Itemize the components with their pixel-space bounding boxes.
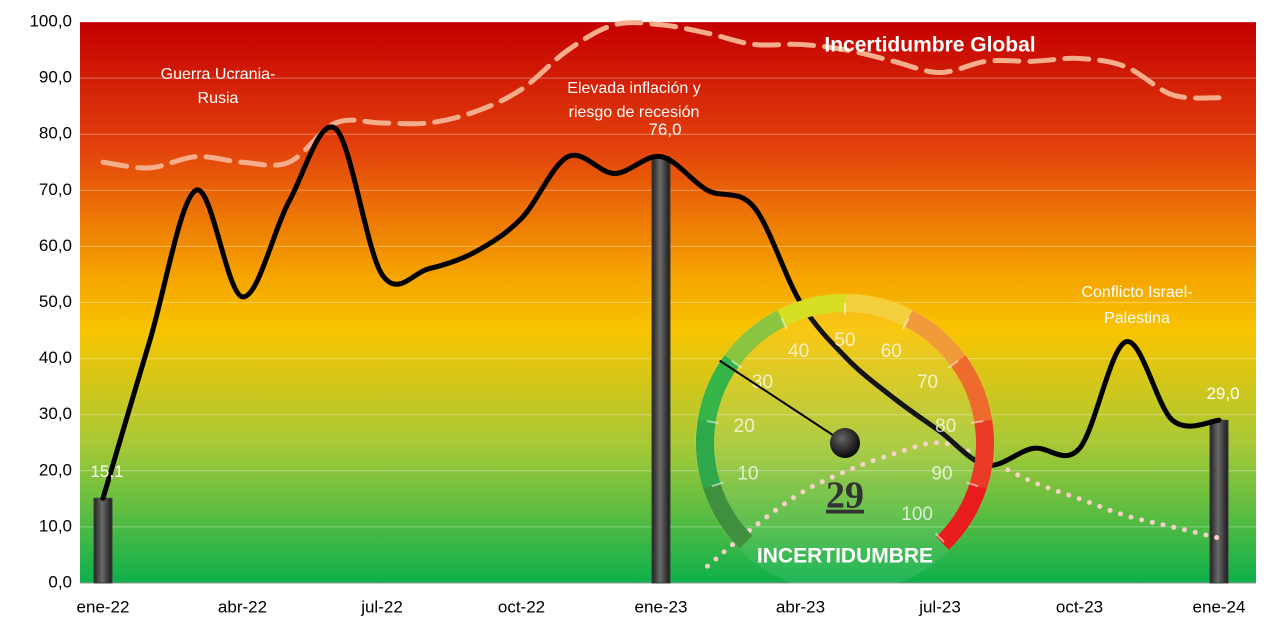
gauge-band xyxy=(978,421,985,488)
annotation: Guerra Ucrania- xyxy=(161,66,276,83)
x-tick-label: jul-23 xyxy=(918,597,961,616)
gauge-tick-label: 90 xyxy=(931,464,952,485)
gauge-tick-label: 10 xyxy=(737,464,758,485)
annotation: Elevada inflación y xyxy=(567,80,700,97)
y-tick-label: 30,0 xyxy=(39,404,72,423)
x-tick-label: ene-24 xyxy=(1193,597,1246,616)
gauge-tick-label: 20 xyxy=(734,416,755,437)
x-tick-label: abr-22 xyxy=(218,597,267,616)
gauge-knob xyxy=(830,428,860,458)
annotation: Palestina xyxy=(1104,310,1170,327)
x-tick-label: oct-23 xyxy=(1056,597,1103,616)
x-tick-label: ene-22 xyxy=(77,597,130,616)
gauge-tick-label: 70 xyxy=(917,372,938,393)
gauge-tick-label: 40 xyxy=(788,341,809,362)
annotation: Incertidumbre Global xyxy=(824,34,1035,57)
data-label: 76,0 xyxy=(648,120,681,139)
data-label: 29,0 xyxy=(1206,384,1239,403)
chart: 10203040506070809010029INCERTIDUMBRE 0,0… xyxy=(0,0,1266,621)
y-tick-label: 0,0 xyxy=(48,572,72,591)
y-tick-label: 70,0 xyxy=(39,180,72,199)
data-label: 15,1 xyxy=(90,462,123,481)
y-tick-label: 90,0 xyxy=(39,68,72,87)
gauge-tick-label: 80 xyxy=(935,416,956,437)
y-tick-label: 100,0 xyxy=(29,11,72,30)
y-tick-label: 40,0 xyxy=(39,348,72,367)
gauge-label: INCERTIDUMBRE xyxy=(757,545,933,568)
y-tick-label: 60,0 xyxy=(39,236,72,255)
annotation: Conflicto Israel- xyxy=(1081,284,1192,301)
annotation: Rusia xyxy=(198,90,239,107)
bar xyxy=(1210,420,1228,583)
y-tick-label: 10,0 xyxy=(39,516,72,535)
bar xyxy=(94,498,112,583)
bar xyxy=(652,157,670,583)
y-tick-label: 50,0 xyxy=(39,292,72,311)
gauge-tick-label: 100 xyxy=(901,504,933,525)
y-tick-label: 20,0 xyxy=(39,460,72,479)
gauge-tick-label: 60 xyxy=(881,341,902,362)
gauge-tick-label: 50 xyxy=(834,330,855,351)
annotation: riesgo de recesión xyxy=(569,104,700,121)
gauge-band xyxy=(705,419,712,486)
x-tick-label: abr-23 xyxy=(776,597,825,616)
y-tick-label: 80,0 xyxy=(39,124,72,143)
x-tick-label: jul-22 xyxy=(360,597,403,616)
x-tick-label: oct-22 xyxy=(498,597,545,616)
gauge-value: 29 xyxy=(826,475,864,517)
x-tick-label: ene-23 xyxy=(635,597,688,616)
